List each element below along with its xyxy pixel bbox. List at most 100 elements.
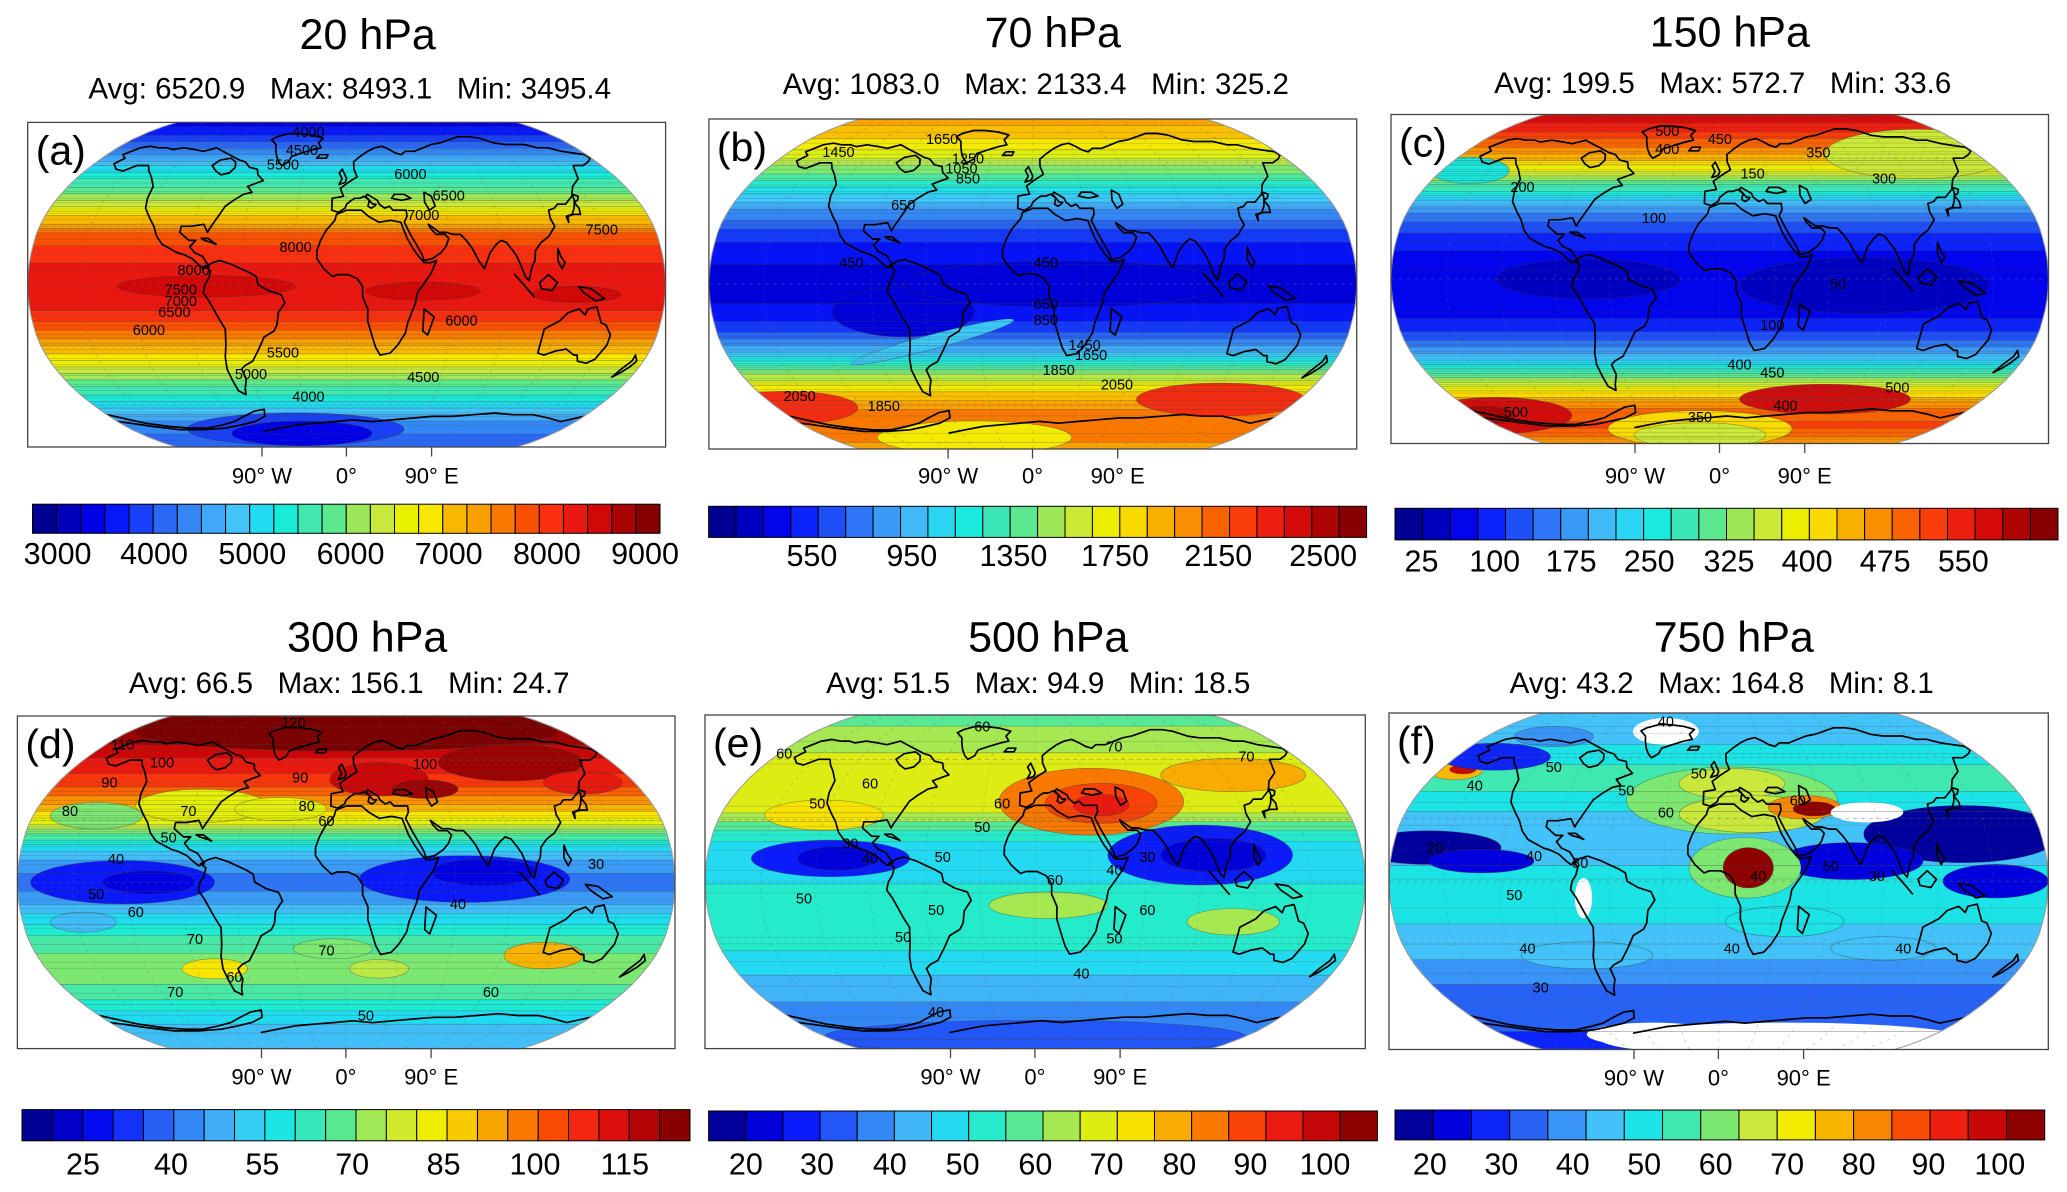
svg-text:4000: 4000 xyxy=(292,390,324,406)
svg-text:50: 50 xyxy=(358,1008,374,1024)
svg-text:25: 25 xyxy=(1405,544,1439,578)
svg-text:25: 25 xyxy=(66,1148,100,1182)
svg-text:70: 70 xyxy=(167,985,183,1001)
svg-text:1450: 1450 xyxy=(822,145,854,161)
svg-text:8000: 8000 xyxy=(513,537,581,571)
svg-text:20: 20 xyxy=(1427,841,1443,857)
svg-text:70: 70 xyxy=(1238,750,1254,766)
svg-text:90° E: 90° E xyxy=(1777,1066,1831,1091)
svg-text:90° W: 90° W xyxy=(920,1065,980,1090)
svg-text:60: 60 xyxy=(1658,805,1674,821)
svg-text:90° W: 90° W xyxy=(1605,463,1665,488)
svg-text:90° W: 90° W xyxy=(232,463,292,488)
svg-text:200: 200 xyxy=(1510,180,1534,196)
svg-text:450: 450 xyxy=(839,256,863,272)
svg-text:1350: 1350 xyxy=(979,539,1047,573)
svg-text:60: 60 xyxy=(974,720,990,736)
svg-text:1750: 1750 xyxy=(1081,539,1149,573)
svg-text:30: 30 xyxy=(1533,980,1549,996)
svg-text:300 hPa: 300 hPa xyxy=(287,614,447,662)
svg-text:325: 325 xyxy=(1704,544,1755,578)
svg-text:(a): (a) xyxy=(36,127,86,173)
svg-text:(b): (b) xyxy=(717,124,767,170)
svg-text:70: 70 xyxy=(1770,1148,1804,1182)
svg-text:90: 90 xyxy=(1233,1148,1267,1182)
svg-text:90° E: 90° E xyxy=(1093,1065,1147,1090)
svg-text:9000: 9000 xyxy=(611,537,679,571)
svg-text:(e): (e) xyxy=(713,720,763,766)
svg-text:90: 90 xyxy=(292,771,308,787)
svg-text:60: 60 xyxy=(1047,873,1063,889)
svg-text:100: 100 xyxy=(413,757,437,773)
svg-text:0°: 0° xyxy=(1024,1065,1045,1090)
svg-text:1650: 1650 xyxy=(1075,348,1107,364)
svg-text:1850: 1850 xyxy=(1043,363,1075,379)
svg-text:50: 50 xyxy=(1627,1148,1661,1182)
svg-text:90° E: 90° E xyxy=(1778,463,1832,488)
svg-text:60: 60 xyxy=(776,746,792,762)
svg-text:5500: 5500 xyxy=(267,158,299,174)
svg-text:500: 500 xyxy=(1655,124,1679,140)
svg-text:30: 30 xyxy=(1484,1148,1518,1182)
svg-text:50: 50 xyxy=(946,1148,980,1182)
svg-text:175: 175 xyxy=(1546,544,1597,578)
svg-text:0°: 0° xyxy=(1708,1066,1729,1091)
svg-text:50: 50 xyxy=(1106,932,1122,948)
svg-text:400: 400 xyxy=(1727,358,1751,374)
svg-text:2150: 2150 xyxy=(1184,539,1252,573)
svg-text:50: 50 xyxy=(88,887,104,903)
svg-text:60: 60 xyxy=(318,814,334,830)
svg-text:40: 40 xyxy=(862,852,878,868)
svg-text:60: 60 xyxy=(483,985,499,1001)
svg-text:50: 50 xyxy=(161,830,177,846)
svg-text:40: 40 xyxy=(450,897,466,913)
svg-text:85: 85 xyxy=(427,1148,461,1182)
svg-text:30: 30 xyxy=(842,836,858,852)
svg-text:60: 60 xyxy=(994,796,1010,812)
svg-text:500: 500 xyxy=(1885,381,1909,397)
svg-text:40: 40 xyxy=(1073,967,1089,983)
svg-text:30: 30 xyxy=(1572,856,1588,872)
svg-text:5500: 5500 xyxy=(267,346,299,362)
svg-text:4000: 4000 xyxy=(292,125,324,141)
svg-text:450: 450 xyxy=(1708,132,1732,148)
svg-text:6500: 6500 xyxy=(433,188,465,204)
svg-text:110: 110 xyxy=(111,737,134,753)
svg-text:950: 950 xyxy=(886,539,937,573)
svg-text:30: 30 xyxy=(800,1148,834,1182)
svg-text:4500: 4500 xyxy=(286,143,318,159)
svg-text:70: 70 xyxy=(180,804,196,820)
svg-text:40: 40 xyxy=(1750,869,1766,885)
svg-text:50: 50 xyxy=(928,903,944,919)
svg-text:40: 40 xyxy=(928,1005,944,1021)
svg-text:40: 40 xyxy=(1519,942,1535,958)
svg-text:30: 30 xyxy=(1139,850,1155,866)
svg-text:6000: 6000 xyxy=(133,323,165,339)
svg-text:100: 100 xyxy=(150,756,174,772)
svg-text:1050: 1050 xyxy=(945,161,977,177)
svg-text:50: 50 xyxy=(1506,888,1522,904)
svg-text:60: 60 xyxy=(1139,903,1155,919)
svg-text:50: 50 xyxy=(796,892,812,908)
svg-text:60: 60 xyxy=(128,905,144,921)
svg-text:80: 80 xyxy=(299,799,315,815)
svg-text:70 hPa: 70 hPa xyxy=(985,9,1121,57)
svg-text:90° E: 90° E xyxy=(1091,463,1145,488)
svg-text:(d): (d) xyxy=(25,721,75,767)
svg-text:6500: 6500 xyxy=(158,305,190,321)
svg-text:40: 40 xyxy=(1556,1148,1590,1182)
svg-text:100: 100 xyxy=(1469,544,1520,578)
svg-text:90° W: 90° W xyxy=(1604,1066,1664,1091)
svg-text:70: 70 xyxy=(335,1148,369,1182)
svg-text:50: 50 xyxy=(809,796,825,812)
svg-text:90° E: 90° E xyxy=(405,463,459,488)
svg-text:100: 100 xyxy=(510,1148,561,1182)
svg-text:650: 650 xyxy=(891,198,915,214)
svg-text:60: 60 xyxy=(1699,1148,1733,1182)
svg-text:40: 40 xyxy=(1106,863,1122,879)
svg-text:70: 70 xyxy=(1106,740,1122,756)
svg-text:3000: 3000 xyxy=(24,537,92,571)
svg-text:30: 30 xyxy=(1869,869,1885,885)
svg-text:40: 40 xyxy=(1526,849,1542,865)
svg-text:475: 475 xyxy=(1860,544,1911,578)
